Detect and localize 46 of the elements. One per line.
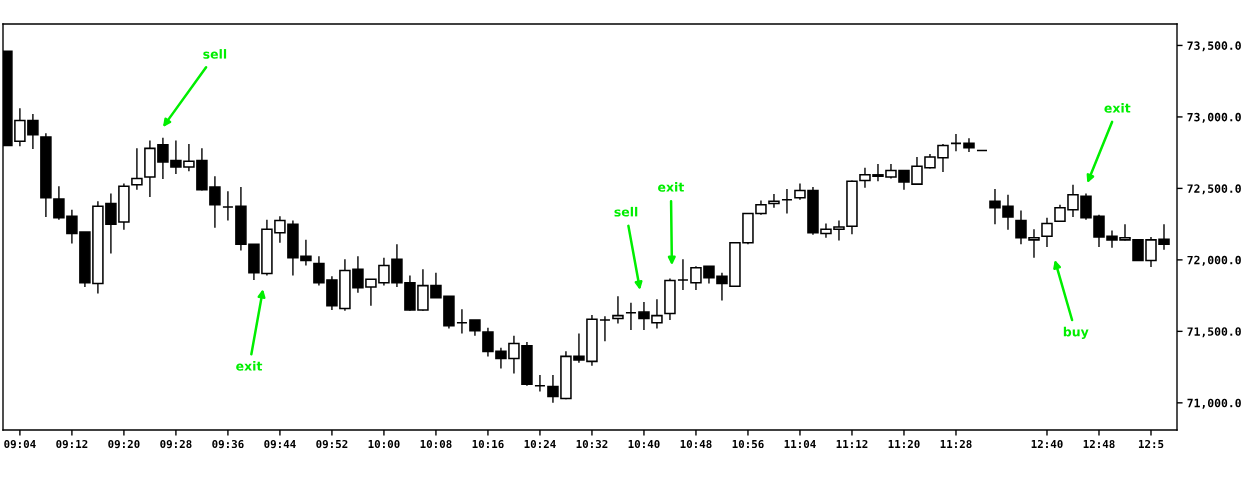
candlestick xyxy=(768,193,780,209)
x-tick-label: 10:16 xyxy=(472,439,504,449)
candlestick xyxy=(612,295,624,325)
x-tick-label: 09:52 xyxy=(316,439,348,449)
x-tick-label: 10:32 xyxy=(576,439,608,449)
x-tick-label: 12:48 xyxy=(1083,439,1115,449)
x-tick-label: 10:24 xyxy=(524,439,556,449)
y-tick-label: 72,000.0 xyxy=(1187,255,1241,266)
candlestick xyxy=(534,374,546,393)
x-tick-label: 12:40 xyxy=(1031,439,1063,449)
candlestick xyxy=(950,133,962,152)
candlestick xyxy=(599,315,611,343)
x-tick-label: 10:48 xyxy=(680,439,712,449)
y-tick-label: 71,000.0 xyxy=(1187,398,1241,409)
y-tick-label: 71,500.0 xyxy=(1187,327,1241,338)
annotation: exit xyxy=(1104,103,1131,113)
x-tick-label: 09:36 xyxy=(212,439,244,449)
x-tick-label: 11:04 xyxy=(784,439,816,449)
x-tick-label: 09:44 xyxy=(264,439,296,449)
y-tick-label: 72,500.0 xyxy=(1187,184,1241,195)
candlestick xyxy=(456,308,468,335)
annotation: sell xyxy=(614,206,638,217)
x-tick-label: 10:40 xyxy=(628,439,660,449)
candlestick xyxy=(222,190,234,222)
y-tick-label: 73,500.0 xyxy=(1187,41,1241,52)
y-tick-label: 73,000.0 xyxy=(1187,112,1241,123)
x-tick-label: 10:00 xyxy=(368,439,400,449)
x-tick-label: 09:12 xyxy=(56,439,88,449)
annotation: exit xyxy=(658,182,685,192)
x-tick-label: 09:28 xyxy=(160,439,192,449)
annotation: exit xyxy=(236,361,263,371)
x-tick-label: 09:04 xyxy=(4,439,36,449)
candlestick xyxy=(677,258,689,291)
x-tick-label: 11:20 xyxy=(888,439,920,449)
x-tick-label: 09:20 xyxy=(108,439,140,449)
annotation: sell xyxy=(203,49,227,59)
candlestick xyxy=(625,302,637,331)
candlestick xyxy=(1041,217,1053,248)
x-tick-label: 10:56 xyxy=(732,439,764,449)
x-tick-label: 11:28 xyxy=(940,439,972,449)
x-tick-label: 11:12 xyxy=(836,439,868,448)
candlestick xyxy=(963,137,975,153)
annotation: buy xyxy=(1063,326,1089,339)
x-tick-label: 12:5 xyxy=(1138,439,1164,449)
candlestick xyxy=(781,188,793,215)
x-tick-label: 10:08 xyxy=(420,439,452,449)
